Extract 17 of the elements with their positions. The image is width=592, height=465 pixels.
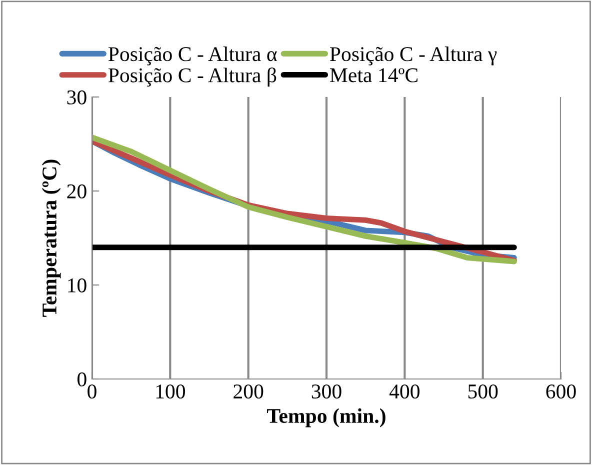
x-tick-label: 500 (468, 384, 498, 399)
y-tick-label: 0 (78, 372, 86, 386)
y-tick-label: 30 (67, 90, 86, 104)
legend-label: Posição C - Altura β (108, 67, 276, 87)
x-tick-label: 200 (234, 384, 264, 399)
legend-label: Posição C - Altura γ (330, 46, 497, 66)
legend-label: Posição C - Altura α (108, 46, 277, 66)
y-tick-label: 20 (67, 184, 86, 198)
x-tick-label: 400 (389, 384, 420, 399)
x-tick-label: 600 (546, 384, 576, 399)
legend-label: Meta 14ºC (330, 68, 418, 82)
x-axis-title: Tempo (min.) (267, 408, 386, 428)
x-tick-label: 0 (88, 384, 96, 399)
y-axis-title: Temperatura (ºC) (42, 160, 61, 317)
x-tick-label: 300 (312, 384, 342, 399)
y-tick-label: 10 (68, 278, 86, 292)
x-tick-label: 100 (156, 384, 185, 399)
